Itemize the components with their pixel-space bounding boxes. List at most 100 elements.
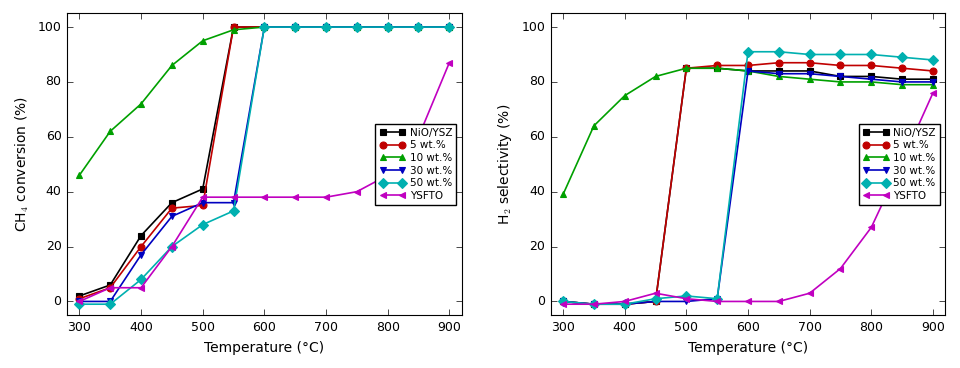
Line: 50 wt.%: 50 wt.% [560,48,936,308]
10 wt.% [289,25,300,29]
30 wt.% [619,302,631,307]
5 wt.% [351,25,363,29]
30 wt.% [444,25,455,29]
YSFTO [650,291,661,296]
NiO/YSZ [773,69,784,73]
YSFTO [321,195,332,199]
30 wt.% [897,80,908,84]
30 wt.% [289,25,300,29]
50 wt.% [197,222,208,227]
NiO/YSZ [866,74,877,79]
YSFTO [351,190,363,194]
5 wt.% [558,299,569,304]
5 wt.% [619,302,631,307]
YSFTO [835,266,847,271]
30 wt.% [321,25,332,29]
YSFTO [444,60,455,65]
5 wt.% [588,302,600,307]
10 wt.% [650,74,661,79]
10 wt.% [444,25,455,29]
50 wt.% [866,52,877,57]
NiO/YSZ [588,302,600,307]
30 wt.% [588,302,600,307]
50 wt.% [351,25,363,29]
NiO/YSZ [166,201,178,205]
X-axis label: Temperature (°C): Temperature (°C) [688,341,808,355]
50 wt.% [835,52,847,57]
50 wt.% [681,294,692,298]
50 wt.% [897,55,908,60]
NiO/YSZ [711,66,723,70]
50 wt.% [444,25,455,29]
YSFTO [897,159,908,164]
YSFTO [289,195,300,199]
YSFTO [927,91,939,95]
5 wt.% [74,297,85,301]
5 wt.% [804,60,815,65]
Line: 30 wt.%: 30 wt.% [76,24,453,305]
30 wt.% [866,77,877,81]
5 wt.% [105,286,116,290]
5 wt.% [444,25,455,29]
10 wt.% [866,80,877,84]
NiO/YSZ [74,294,85,298]
NiO/YSZ [197,187,208,191]
NiO/YSZ [619,302,631,307]
NiO/YSZ [444,25,455,29]
5 wt.% [228,25,239,29]
Line: NiO/YSZ: NiO/YSZ [76,24,453,300]
NiO/YSZ [927,77,939,81]
10 wt.% [228,28,239,32]
X-axis label: Temperature (°C): Temperature (°C) [204,341,324,355]
10 wt.% [742,69,754,73]
YSFTO [228,195,239,199]
50 wt.% [804,52,815,57]
Line: 50 wt.%: 50 wt.% [76,24,453,308]
5 wt.% [711,63,723,68]
30 wt.% [773,71,784,76]
50 wt.% [927,58,939,62]
Line: YSFTO: YSFTO [76,59,453,305]
YSFTO [74,299,85,304]
10 wt.% [166,63,178,68]
NiO/YSZ [835,74,847,79]
50 wt.% [258,25,270,29]
Y-axis label: H$_2$ selectivity (%): H$_2$ selectivity (%) [496,104,515,225]
50 wt.% [742,50,754,54]
10 wt.% [351,25,363,29]
5 wt.% [835,63,847,68]
5 wt.% [321,25,332,29]
30 wt.% [197,201,208,205]
Line: 10 wt.%: 10 wt.% [560,65,936,198]
NiO/YSZ [228,25,239,29]
YSFTO [742,299,754,304]
YSFTO [588,302,600,307]
50 wt.% [619,302,631,307]
5 wt.% [927,69,939,73]
50 wt.% [382,25,394,29]
YSFTO [619,299,631,304]
50 wt.% [228,209,239,213]
Line: YSFTO: YSFTO [560,89,936,308]
10 wt.% [927,82,939,87]
5 wt.% [897,66,908,70]
Legend: NiO/YSZ, 5 wt.%, 10 wt.%, 30 wt.%, 50 wt.%, YSFTO: NiO/YSZ, 5 wt.%, 10 wt.%, 30 wt.%, 50 wt… [375,124,456,205]
5 wt.% [681,66,692,70]
10 wt.% [197,39,208,43]
Line: NiO/YSZ: NiO/YSZ [560,65,936,308]
YSFTO [804,291,815,296]
YSFTO [711,299,723,304]
5 wt.% [197,203,208,208]
10 wt.% [74,173,85,177]
30 wt.% [351,25,363,29]
YSFTO [773,299,784,304]
10 wt.% [835,80,847,84]
NiO/YSZ [289,25,300,29]
10 wt.% [711,66,723,70]
50 wt.% [588,302,600,307]
50 wt.% [289,25,300,29]
30 wt.% [711,297,723,301]
50 wt.% [135,277,147,282]
Line: 5 wt.%: 5 wt.% [560,59,936,308]
10 wt.% [105,129,116,134]
